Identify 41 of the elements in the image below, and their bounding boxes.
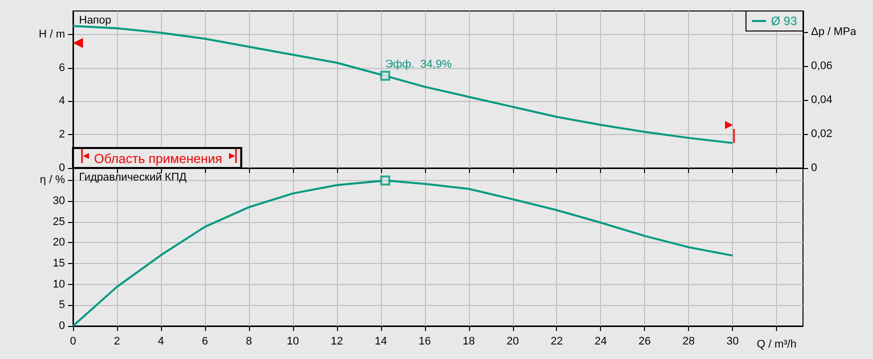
y-tick-label: 5 — [58, 299, 65, 312]
x-tick-label: 30 — [726, 336, 739, 348]
y-tick-label: 15 — [52, 257, 65, 270]
y-tick-label: 2 — [58, 128, 65, 141]
x-tick-label: 26 — [638, 336, 651, 348]
y-tick-label: 30 — [52, 194, 65, 207]
x-tick-label: 8 — [246, 336, 252, 348]
x-tick-label: 4 — [158, 336, 164, 348]
y-tick-label: 20 — [52, 236, 65, 249]
x-tick-label: 14 — [374, 336, 387, 348]
x-tick-label: 10 — [286, 336, 300, 348]
line-series — [72, 25, 734, 144]
chart-title: Напор — [79, 14, 112, 26]
x-tick-label: 0 — [70, 336, 76, 348]
y-tick-label: 4 — [58, 95, 65, 108]
y-tick-label: 6 — [58, 62, 65, 74]
y2-axis-title: Δp / MPa — [811, 26, 858, 38]
y-tick-label: 25 — [52, 216, 65, 228]
chart-title: Гидравлический КПД — [79, 172, 188, 184]
y2-tick-label: 0,02 — [811, 128, 832, 140]
y-tick-label: 0 — [58, 320, 65, 332]
x-tick-label: 24 — [594, 336, 607, 348]
x-axis-title: Q / m³/h — [756, 338, 796, 350]
y2-tick-label: 0 — [811, 162, 818, 174]
y2-tick-label: 0,06 — [811, 60, 832, 72]
legend-label: Ø 93 — [770, 14, 798, 28]
x-tick-label: 20 — [506, 336, 519, 348]
y2-tick-label: 0,04 — [811, 94, 832, 106]
x-tick-label: 18 — [462, 336, 475, 348]
x-tick-label: 12 — [330, 336, 343, 348]
y-axis-title: η / % — [40, 174, 66, 186]
annotation: Область применения — [94, 151, 222, 166]
x-tick-label: 6 — [202, 336, 208, 348]
y-tick-label: 10 — [52, 278, 65, 290]
annotation: Эфф. 34,9% — [385, 58, 452, 70]
x-tick-label: 22 — [550, 336, 563, 348]
y-tick-label: 0 — [58, 162, 65, 174]
x-tick-label: 28 — [682, 336, 695, 348]
y-axis-title: H / m — [38, 28, 65, 40]
x-tick-label: 16 — [418, 336, 431, 348]
x-tick-label: 2 — [114, 336, 120, 348]
